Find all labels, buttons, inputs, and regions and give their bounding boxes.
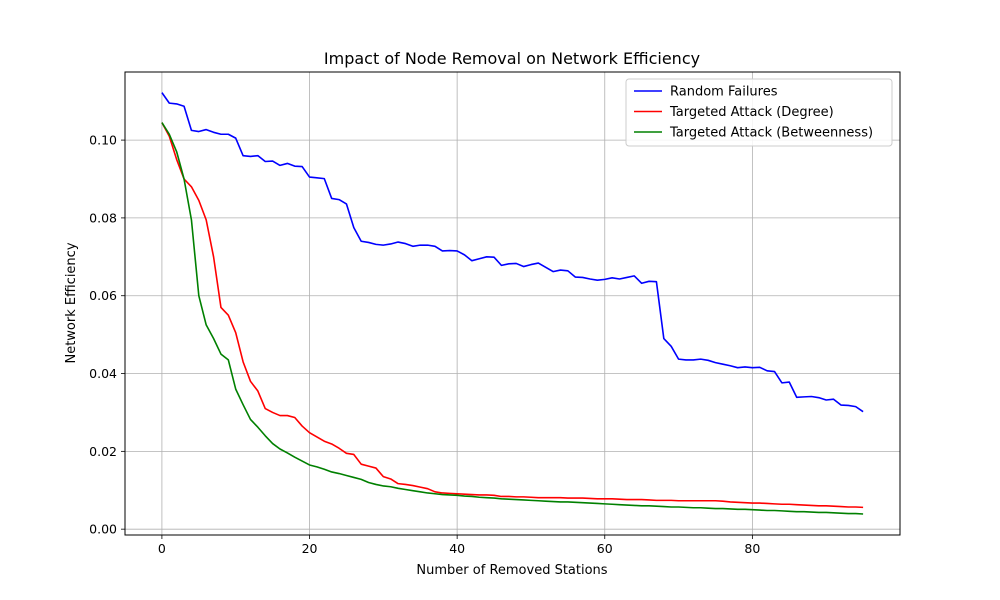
x-tick-label: 0 (158, 541, 166, 556)
legend-label-2: Targeted Attack (Betweenness) (669, 126, 873, 141)
y-axis-label: Network Efficiency (64, 242, 79, 363)
x-axis-label: Number of Removed Stations (416, 563, 607, 578)
legend-label-0: Random Failures (670, 85, 778, 100)
plot-frame (124, 71, 901, 536)
series-line-0 (161, 92, 864, 413)
y-tick-label: 0.00 (89, 522, 117, 537)
x-tick-label: 60 (597, 541, 613, 556)
legend-box (625, 78, 893, 147)
series-line-2 (161, 122, 864, 515)
series-line-1 (161, 122, 864, 509)
x-tick-label: 20 (302, 541, 318, 556)
y-tick-label: 0.10 (89, 133, 117, 148)
legend-label-1: Targeted Attack (Degree) (669, 105, 834, 120)
y-tick-label: 0.08 (89, 210, 117, 225)
y-tick-label: 0.02 (89, 444, 117, 459)
y-tick-label: 0.06 (89, 288, 117, 303)
chart-title: Impact of Node Removal on Network Effici… (324, 49, 700, 68)
x-tick-label: 40 (449, 541, 465, 556)
y-tick-label: 0.04 (89, 366, 117, 381)
series-lines (161, 92, 864, 515)
axis-ticks: 0 20 40 60 80 0.00 0.02 0.04 0.06 0.08 0.10 (89, 133, 760, 556)
legend: Random Failures Targeted Attack (Degree) T… (625, 78, 893, 147)
x-tick-label: 80 (744, 541, 760, 556)
